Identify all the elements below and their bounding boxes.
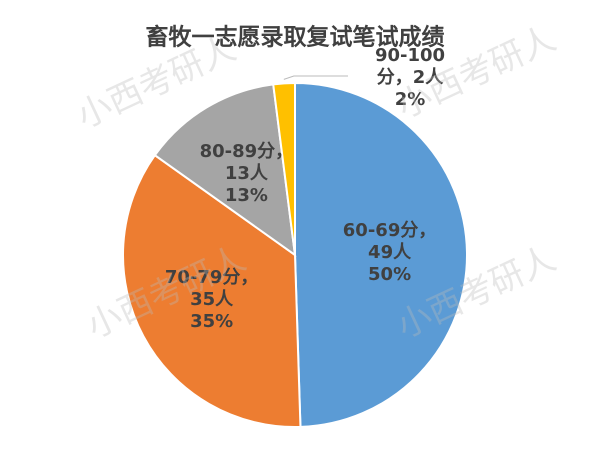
percent-label: 2% (394, 89, 426, 110)
pie-slice (272, 81, 296, 256)
percent-label: 35% (190, 310, 234, 332)
data-label-box: 60-69分，49人 50% (325, 213, 455, 293)
data-label-box: 70-79分，35人 35% (147, 260, 277, 340)
value-label: 70-79分，35人 (164, 266, 259, 310)
pie-slice (122, 153, 302, 428)
data-label-box: 90-100分，2人 2% (345, 38, 475, 118)
leader-line (283, 75, 348, 80)
percent-label: 50% (368, 264, 412, 286)
percent-label: 13% (224, 184, 268, 206)
pie (122, 81, 468, 428)
pie-slice (153, 83, 297, 258)
data-label-box: 80-89分，13人 13% (181, 134, 311, 214)
value-label: 80-89分，13人 (199, 140, 294, 184)
chart-title: 畜牧一志愿录取复试笔试成绩 (146, 24, 445, 51)
value-label: 60-69分，49人 (342, 220, 437, 264)
value-label: 90-100分，2人 (374, 45, 446, 88)
data-label: 90-100分，2人2% (345, 38, 475, 118)
pie-slice (294, 81, 468, 428)
